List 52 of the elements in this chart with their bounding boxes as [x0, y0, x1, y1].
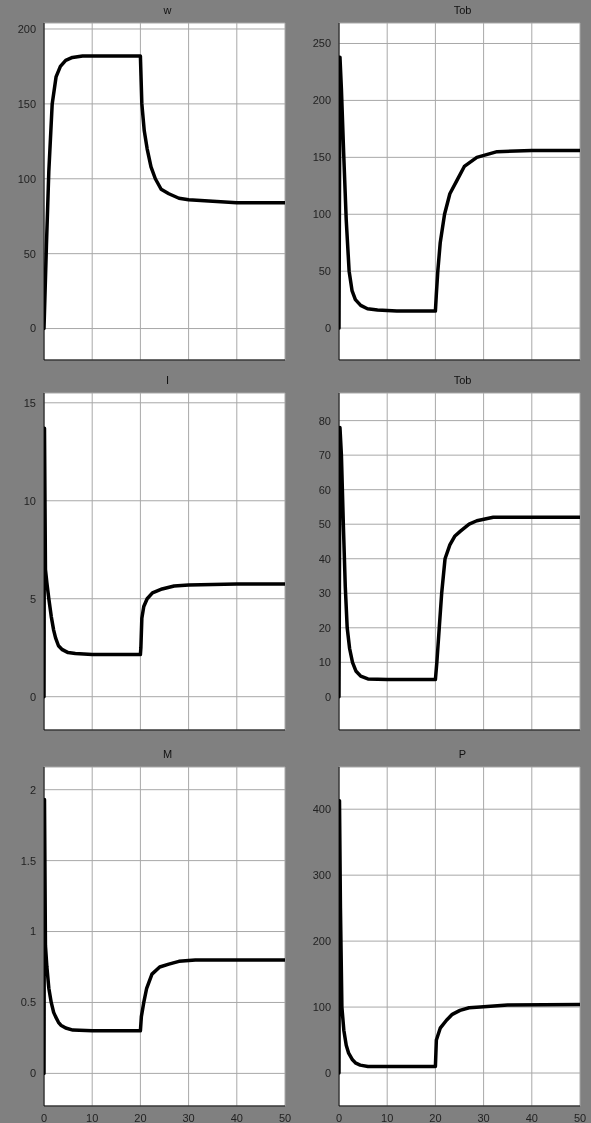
- y-tick-label: 200: [312, 935, 331, 948]
- y-tick-label: 0: [324, 1066, 331, 1079]
- y-tick-label: 100: [312, 1000, 331, 1013]
- y-tick-label: 0: [29, 1067, 36, 1080]
- chart-title: Tob: [452, 3, 473, 18]
- x-tick-label: 10: [86, 1111, 99, 1123]
- y-tick-label: 200: [312, 94, 331, 107]
- chart-title: P: [457, 747, 468, 762]
- y-tick-label: 40: [318, 552, 331, 565]
- y-tick-label: 80: [318, 414, 331, 427]
- x-tick-label: 50: [278, 1111, 292, 1123]
- y-tick-label: 5: [29, 592, 36, 605]
- y-tick-label: 300: [312, 869, 331, 882]
- x-tick-label: 20: [429, 1111, 442, 1123]
- x-tick-label: 0: [335, 1111, 343, 1123]
- y-tick-label: 50: [318, 518, 331, 531]
- x-tick-label: 0: [40, 1111, 48, 1123]
- x-tick-label: 40: [525, 1111, 538, 1123]
- y-tick-label: 60: [318, 483, 331, 496]
- y-tick-label: 70: [318, 449, 331, 462]
- y-tick-label: 0: [324, 322, 331, 335]
- y-tick-label: 250: [312, 37, 331, 50]
- y-tick-label: 100: [17, 172, 36, 185]
- y-tick-label: 10: [318, 656, 331, 669]
- x-tick-label: 10: [381, 1111, 394, 1123]
- y-tick-label: 150: [17, 97, 36, 110]
- x-tick-label: 30: [477, 1111, 490, 1123]
- y-tick-label: 50: [23, 247, 36, 260]
- y-tick-label: 400: [312, 803, 331, 816]
- y-tick-label: 1: [29, 925, 36, 938]
- y-tick-label: 200: [17, 22, 36, 35]
- chart-title: M: [161, 747, 174, 762]
- x-tick-label: 30: [182, 1111, 195, 1123]
- y-tick-label: 0.5: [20, 996, 36, 1009]
- x-tick-label: 50: [573, 1111, 587, 1123]
- y-tick-label: 0: [29, 322, 36, 335]
- y-tick-label: 30: [318, 587, 331, 600]
- y-tick-label: 50: [318, 265, 331, 278]
- y-tick-label: 0: [324, 690, 331, 703]
- chart-title: I: [164, 373, 171, 388]
- y-tick-label: 20: [318, 621, 331, 634]
- y-tick-label: 2: [29, 783, 36, 796]
- x-tick-label: 40: [230, 1111, 243, 1123]
- y-tick-label: 150: [312, 151, 331, 164]
- chart-title: Tob: [452, 373, 473, 388]
- y-tick-label: 1.5: [20, 854, 36, 867]
- y-tick-label: 10: [23, 494, 36, 507]
- y-tick-label: 15: [23, 396, 36, 409]
- chart-title: w: [162, 3, 173, 18]
- x-tick-label: 20: [134, 1111, 147, 1123]
- y-tick-label: 100: [312, 208, 331, 221]
- y-tick-label: 0: [29, 690, 36, 703]
